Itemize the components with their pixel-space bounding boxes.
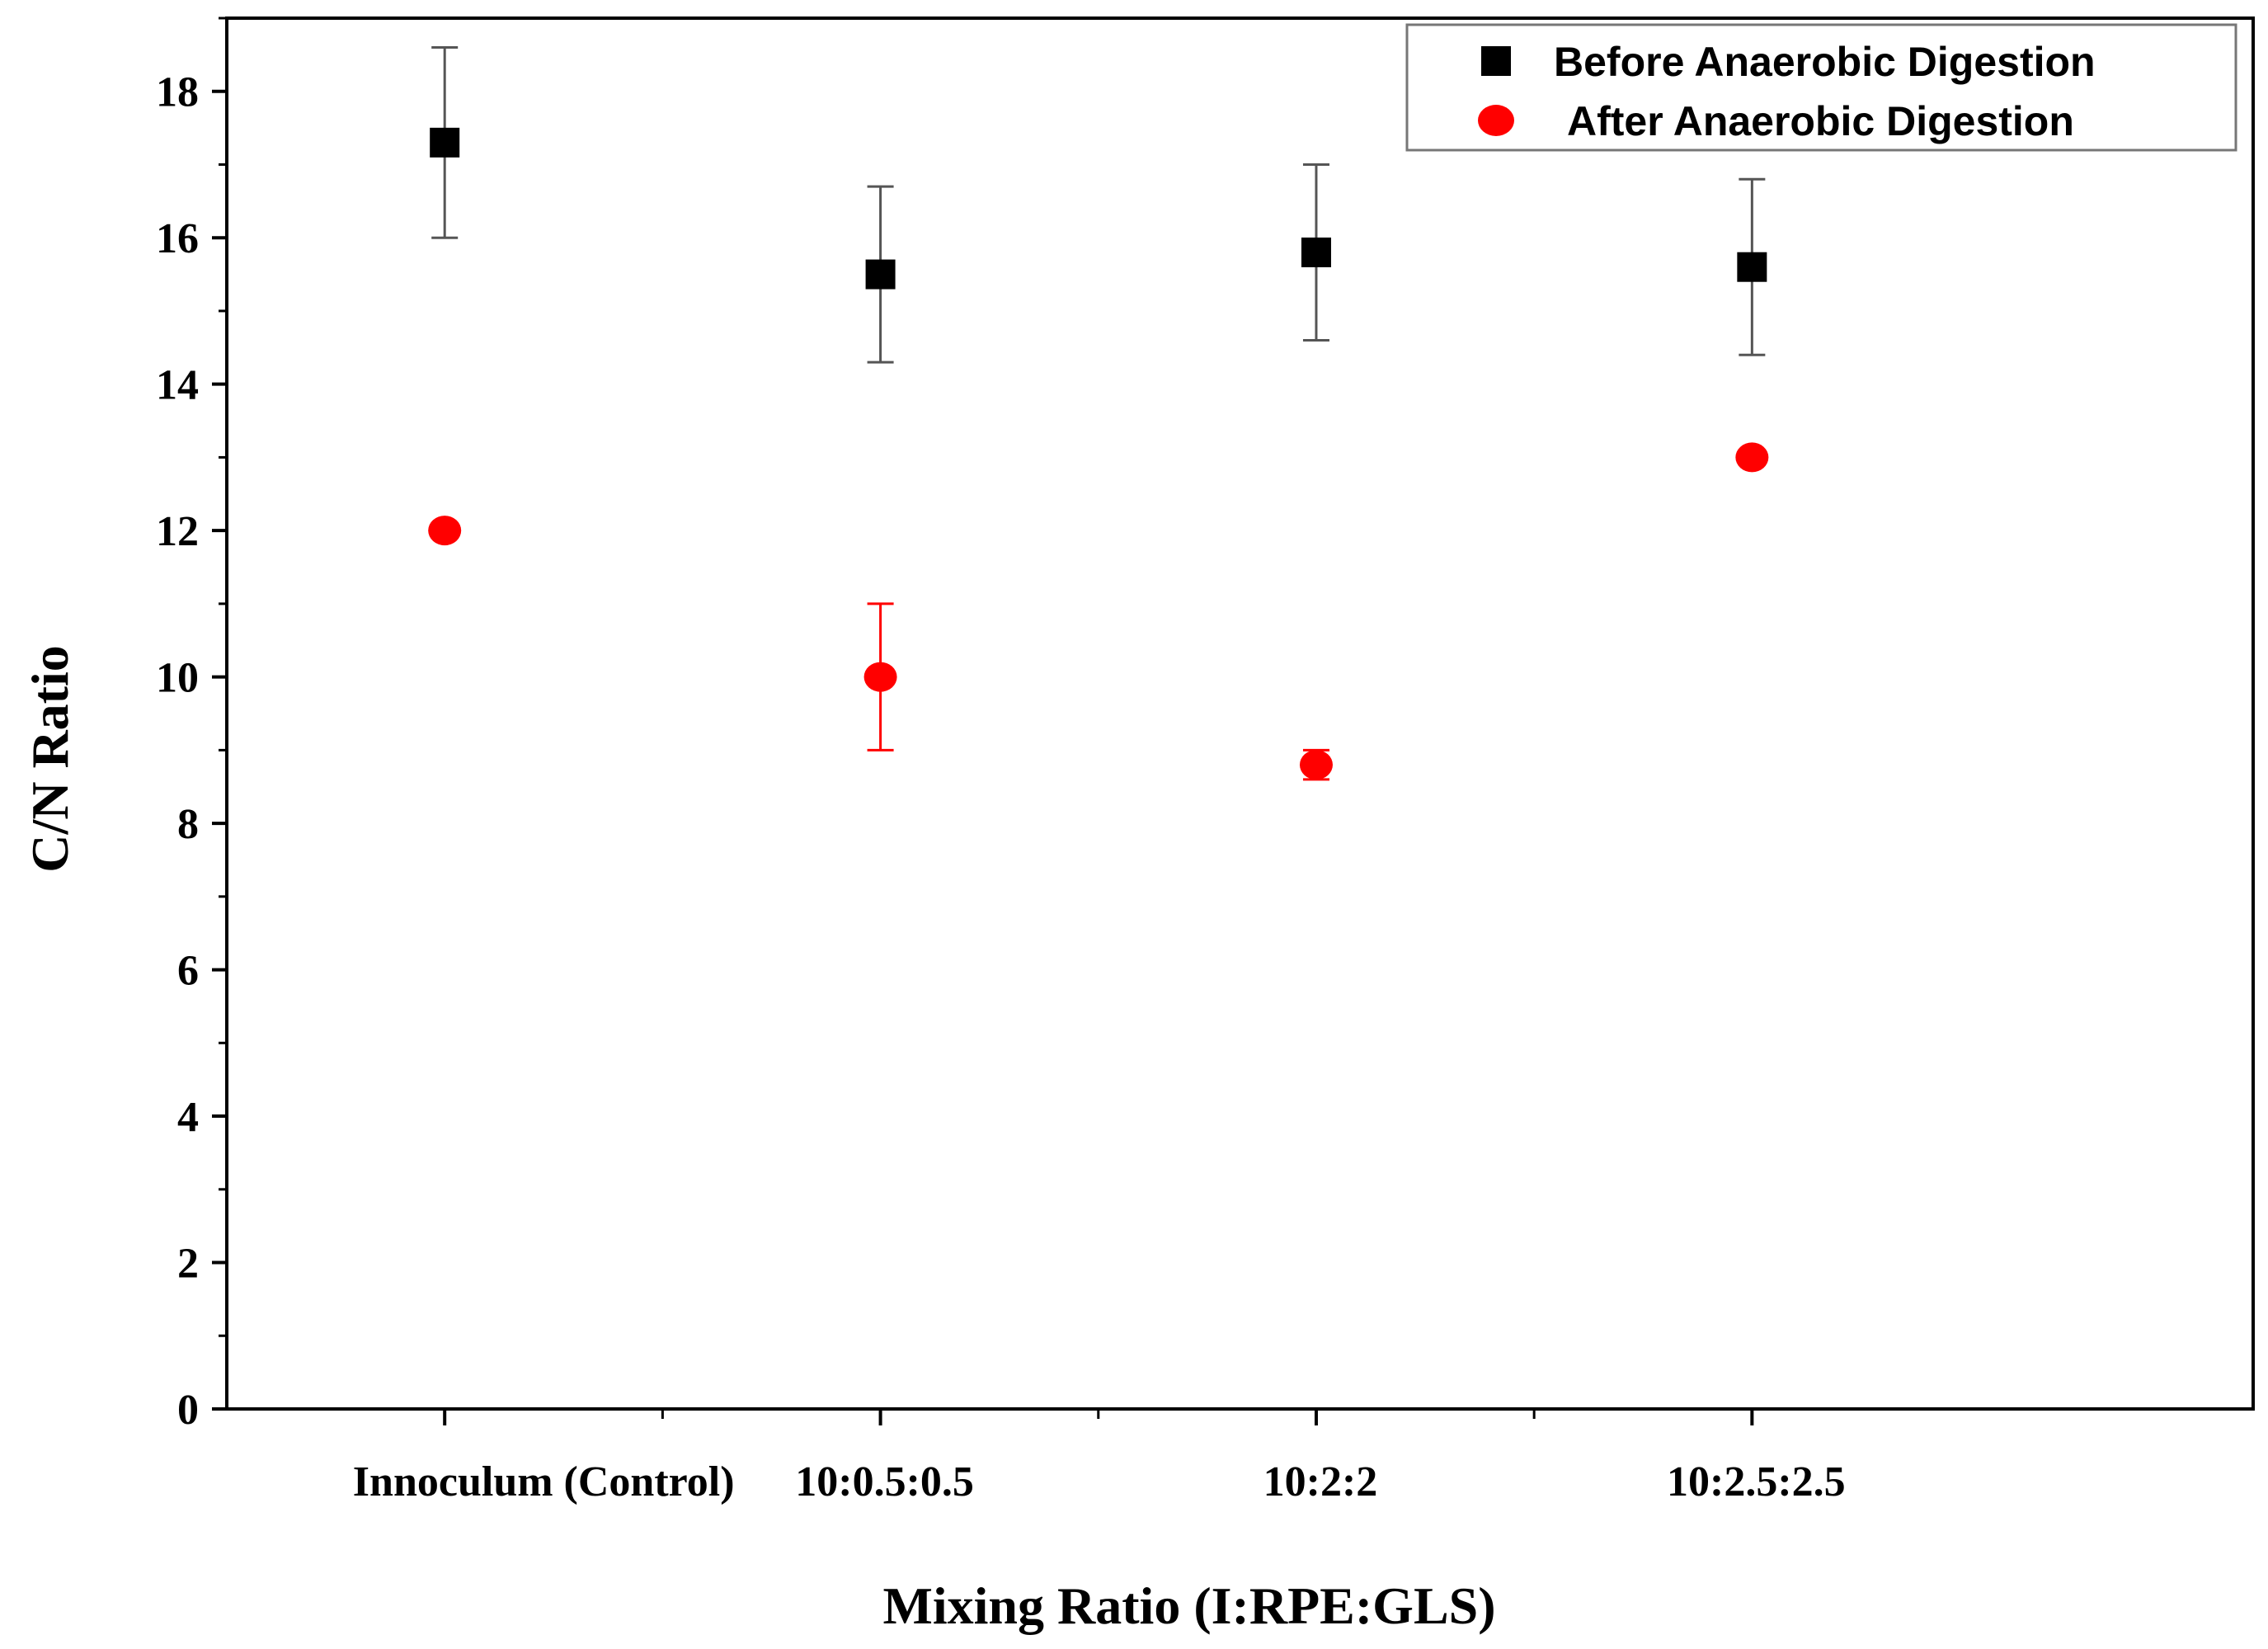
data-point-circle xyxy=(863,662,897,692)
data-point-square xyxy=(1301,237,1331,267)
plot-border xyxy=(225,16,2255,1411)
data-point-square xyxy=(430,127,460,158)
y-tick-label: 4 xyxy=(177,1094,199,1141)
y-tick-label: 18 xyxy=(156,69,199,116)
y-tick-label: 14 xyxy=(156,362,199,409)
legend: Before Anaerobic Digestion After Anaerobi… xyxy=(1405,23,2237,152)
x-tick-label: 10:2:2 xyxy=(1263,1458,1378,1505)
y-tick-label: 0 xyxy=(177,1387,199,1434)
y-axis: 0 2 4 6 8 10 12 14 16 18 xyxy=(156,16,227,1434)
data-point-circle xyxy=(1299,750,1333,780)
y-tick-label: 6 xyxy=(177,948,199,995)
plot-frame xyxy=(225,16,2255,1411)
data-point-square xyxy=(1737,252,1767,282)
y-tick-label: 10 xyxy=(156,655,199,702)
legend-box xyxy=(1405,23,2237,152)
data-point-circle xyxy=(428,516,462,546)
legend-label: After Anaerobic Digestion xyxy=(1567,98,2074,144)
legend-marker-circle xyxy=(1478,105,1514,136)
legend-label: Before Anaerobic Digestion xyxy=(1554,39,2096,85)
x-axis: Innoculum (Control) 10:0.5:0.5 10:2:2 10:2.… xyxy=(353,1409,1846,1505)
x-tick-label: Innoculum (Control) xyxy=(353,1458,735,1505)
y-tick-label: 16 xyxy=(156,215,199,262)
y-tick-label: 2 xyxy=(177,1241,199,1288)
y-axis-title: C/N Ratio xyxy=(21,645,79,873)
x-tick-label: 10:2.5:2.5 xyxy=(1667,1458,1846,1505)
data-point-square xyxy=(865,259,896,290)
legend-marker-square xyxy=(1481,46,1511,76)
y-tick-label: 8 xyxy=(177,801,199,848)
data-point-circle xyxy=(1735,442,1769,473)
x-tick-label: 10:0.5:0.5 xyxy=(795,1458,974,1505)
series-after xyxy=(428,442,1769,781)
y-tick-label: 12 xyxy=(156,508,199,555)
series-layer xyxy=(428,45,1769,781)
series-before xyxy=(430,45,1767,364)
x-axis-title: Mixing Ratio (I:RPE:GLS) xyxy=(882,1576,1495,1635)
